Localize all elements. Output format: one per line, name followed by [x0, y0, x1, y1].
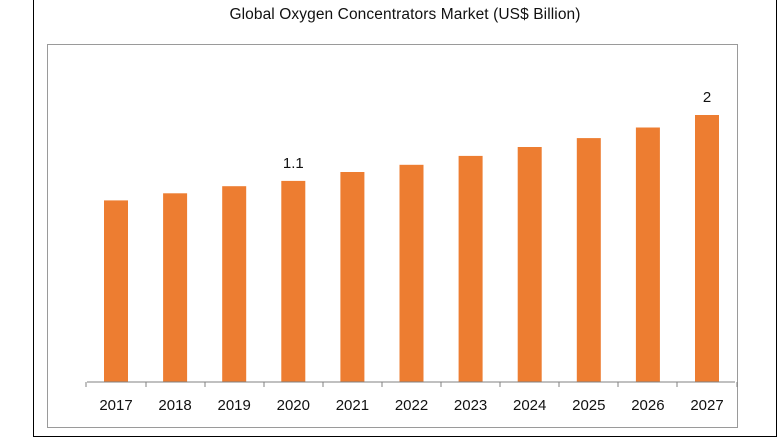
bar-2020 [281, 180, 306, 382]
x-tick-label-2026: 2026 [631, 397, 664, 414]
x-axis [85, 381, 738, 387]
bars-layer [104, 115, 719, 382]
x-tick-label-2025: 2025 [572, 397, 605, 414]
bar-2025 [576, 138, 601, 382]
x-tick-label-2019: 2019 [218, 397, 251, 414]
bar-2019 [222, 186, 247, 382]
x-tick-label-2024: 2024 [513, 397, 546, 414]
x-tick-label-2017: 2017 [99, 397, 132, 414]
bar-2026 [635, 127, 660, 382]
x-tick-label-2023: 2023 [454, 397, 487, 414]
x-tick-label-2021: 2021 [336, 397, 369, 414]
x-tick-label-2020: 2020 [277, 397, 310, 414]
bar-2027 [695, 115, 719, 382]
labels-layer: 2017 2018 2019 2020 2021 2022 2023 2024 2025 2026… [99, 89, 723, 414]
bar-2024 [517, 147, 542, 382]
data-label-2020: 1.1 [283, 155, 304, 172]
chart-title: Global Oxygen Concentrators Market (US$ … [229, 6, 581, 23]
data-label-2027: 2 [703, 89, 711, 106]
bar-2023 [458, 155, 483, 382]
x-tick-label-2022: 2022 [395, 397, 428, 414]
bar-2021 [340, 172, 365, 382]
x-tick-label-2027: 2027 [690, 397, 723, 414]
bar-2022 [399, 164, 424, 382]
bar-2017 [104, 200, 128, 382]
plot-area [47, 44, 738, 428]
x-tick-label-2018: 2018 [158, 397, 191, 414]
bar-2018 [163, 193, 188, 382]
